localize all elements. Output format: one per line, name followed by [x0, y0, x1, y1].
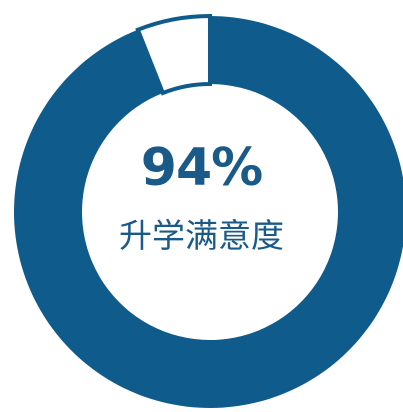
donut-slice-remaining	[135, 13, 212, 96]
donut-slice-filled	[14, 16, 403, 408]
